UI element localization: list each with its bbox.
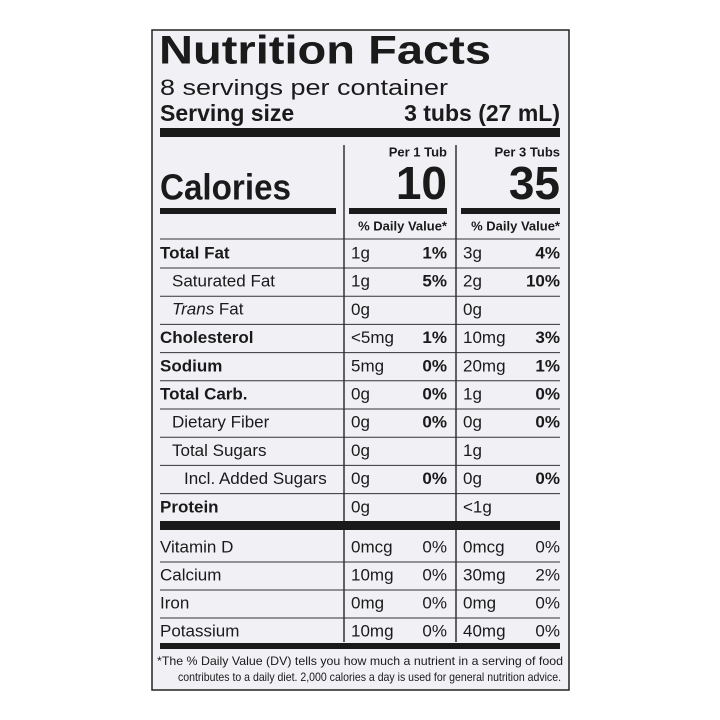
amount: <1g [463,497,492,516]
nutrient-name: Cholesterol [160,328,254,347]
nutrient-name: Vitamin D [160,537,233,556]
amount: 0g [351,469,370,488]
amount: 20mg [463,356,506,375]
daily-value: 0% [422,413,447,432]
amount: 0g [463,300,482,319]
daily-value: 10% [526,272,560,291]
daily-value: 0% [535,621,560,640]
nutrient-name: Dietary Fiber [172,413,270,432]
amount: 3g [463,243,482,262]
nutrient-name: Total Fat [160,243,230,262]
daily-value: 0% [422,593,447,612]
daily-value: 1% [535,356,560,375]
amount: 0mcg [351,537,393,556]
amount: 30mg [463,565,506,584]
dv-header: % Daily Value* [471,218,561,233]
nutrient-name: Total Sugars [172,441,267,460]
nutrient-name-italic: Trans [172,300,215,319]
nutrient-name: Sodium [160,356,222,375]
amount: 0g [351,413,370,432]
daily-value: 0% [422,537,447,556]
calories-label: Calories [160,167,291,208]
footnote: contributes to a daily diet. 2,000 calor… [178,670,561,684]
daily-value: 0% [422,356,447,375]
amount: 0g [351,441,370,460]
amount: 5mg [351,356,384,375]
nutrient-name: Incl. Added Sugars [184,469,327,488]
amount: 0g [351,300,370,319]
dv-header: % Daily Value* [358,218,448,233]
nutrient-name: Trans Fat [172,300,244,319]
nutrient-name: Potassium [160,621,239,640]
daily-value: 4% [535,243,560,262]
calories-rule [160,208,336,214]
daily-value: 0% [535,384,560,403]
nutrient-name: Saturated Fat [172,272,275,291]
nutrient-name: Calcium [160,565,221,584]
calories-rule [461,208,560,214]
daily-value: 3% [535,328,560,347]
daily-value: 0% [422,469,447,488]
amount: 10mg [463,328,506,347]
amount: 0g [351,497,370,516]
thick-rule [160,128,560,137]
calories-value: 35 [509,157,560,209]
daily-value: 0% [535,537,560,556]
amount: 1g [463,441,482,460]
daily-value: 0% [422,565,447,584]
amount: 1g [351,243,370,262]
column-header: Per 1 Tub [389,144,447,159]
daily-value: 1% [422,328,447,347]
amount: 40mg [463,621,506,640]
amount: 0g [463,413,482,432]
nutrient-name: Protein [160,497,219,516]
thick-rule [160,521,560,530]
daily-value: 0% [422,621,447,640]
daily-value: 0% [422,384,447,403]
serving-size-value: 3 tubs (27 mL) [404,100,560,126]
amount: 1g [463,384,482,403]
label-box [151,29,570,691]
amount: 0g [463,469,482,488]
nutrient-name-rest: Fat [214,300,244,319]
daily-value: 0% [535,593,560,612]
title: Nutrition Facts [159,29,491,73]
calories-rule [349,208,447,214]
daily-value: 5% [422,272,447,291]
thick-rule [160,643,560,649]
calories-value: 10 [396,157,447,209]
nutrient-name: Iron [160,593,189,612]
footnote: *The % Daily Value (DV) tells you how mu… [157,654,563,668]
daily-value: 0% [535,413,560,432]
daily-value: 1% [422,243,447,262]
amount: 0mcg [463,537,505,556]
amount: 0mg [351,593,384,612]
amount: 0mg [463,593,496,612]
serving-size-label: Serving size [160,100,294,126]
servings: 8 servings per container [160,75,448,100]
amount: 2g [463,272,482,291]
daily-value: 2% [535,565,560,584]
column-header: Per 3 Tubs [494,144,560,159]
daily-value: 0% [535,469,560,488]
amount: 10mg [351,565,394,584]
nutrient-name: Total Carb. [160,384,248,403]
amount: 10mg [351,621,394,640]
amount: 0g [351,384,370,403]
amount: 1g [351,272,370,291]
amount: <5mg [351,328,394,347]
